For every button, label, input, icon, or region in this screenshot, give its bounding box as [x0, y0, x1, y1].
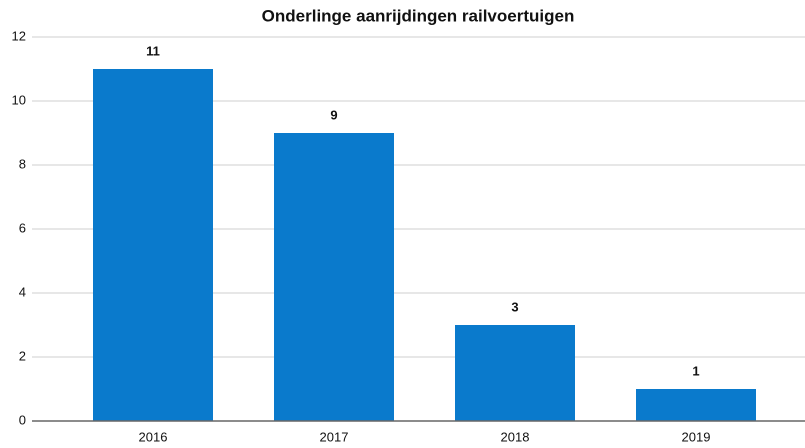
bar — [455, 325, 575, 421]
value-label: 3 — [511, 299, 518, 314]
x-tick-label: 2019 — [682, 429, 711, 444]
x-tick-label: 2018 — [501, 429, 530, 444]
bar — [93, 69, 213, 421]
y-tick-label: 12 — [12, 28, 26, 43]
x-tick-label: 2017 — [320, 429, 349, 444]
bar — [636, 389, 756, 421]
y-tick-label: 0 — [19, 412, 26, 427]
y-tick-label: 10 — [12, 92, 26, 107]
y-tick-label: 2 — [19, 348, 26, 363]
chart-title: Onderlinge aanrijdingen railvoertuigen — [262, 6, 575, 25]
bar — [274, 133, 394, 421]
y-tick-label: 6 — [19, 220, 26, 235]
value-label: 11 — [146, 43, 160, 58]
y-tick-label: 8 — [19, 156, 26, 171]
value-label: 1 — [692, 363, 699, 378]
y-tick-label: 4 — [19, 284, 26, 299]
x-tick-label: 2016 — [139, 429, 168, 444]
value-label: 9 — [330, 107, 337, 122]
